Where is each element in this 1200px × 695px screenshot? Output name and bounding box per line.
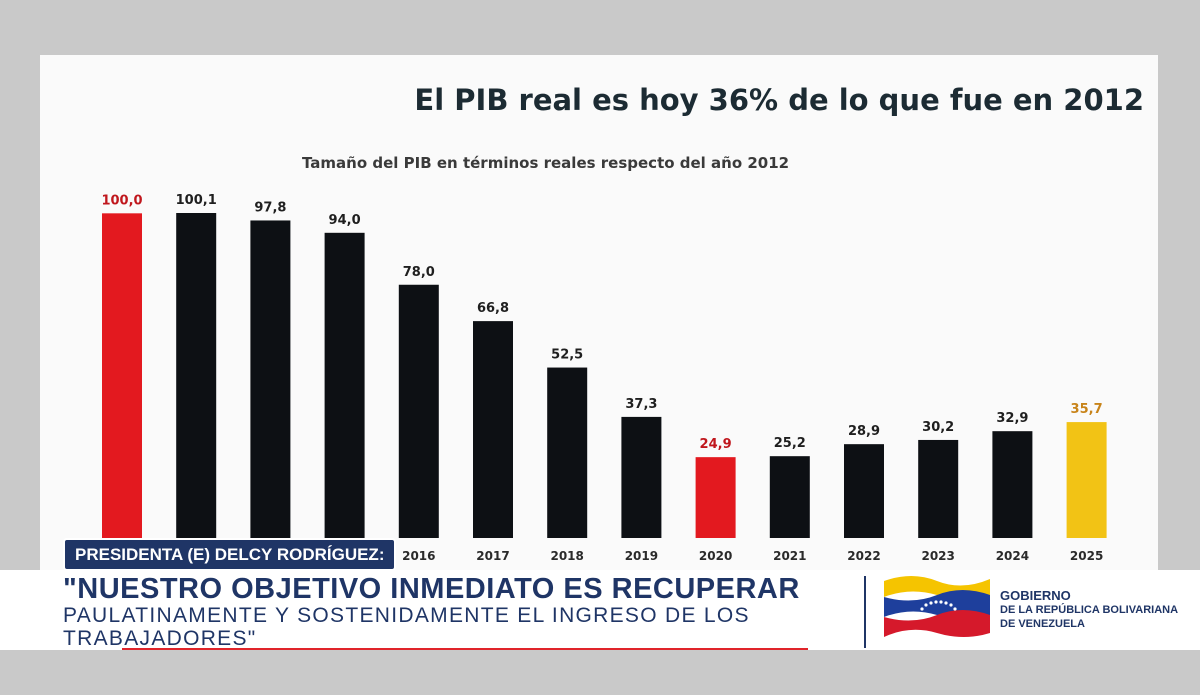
bar-2014 [250, 220, 291, 538]
value-label-2015: 94,0 [329, 213, 361, 228]
tick-label-2021: 2021 [773, 549, 806, 563]
bar-2019 [621, 416, 662, 538]
bar-2016 [398, 284, 439, 538]
government-title: GOBIERNO [1000, 588, 1071, 603]
value-label-2016: 78,0 [403, 265, 435, 280]
value-label-2014: 97,8 [254, 200, 286, 215]
tick-label-2019: 2019 [625, 549, 658, 563]
bar-2018 [547, 367, 588, 538]
lower-third-divider [864, 576, 866, 648]
value-label-2013: 100,1 [176, 193, 217, 208]
value-label-2024: 32,9 [996, 411, 1028, 426]
bar-2015 [324, 232, 365, 539]
quote-underline [122, 648, 808, 650]
chart-slide: El PIB real es hoy 36% de lo que fue en … [40, 55, 1158, 575]
bar-2013 [176, 213, 217, 538]
tick-label-2024: 2024 [996, 549, 1029, 563]
value-label-2017: 66,8 [477, 301, 509, 316]
bar-chart: 100,0 100,1 97,8 94,0 78,0 2016 66,8 2017 52,5 20… [101, 193, 1107, 563]
speaker-tag: PRESIDENTA (E) DELCY RODRÍGUEZ: [63, 538, 397, 571]
chart-title: Tamaño del PIB en términos reales respec… [302, 154, 790, 172]
bar-2020 [695, 457, 736, 538]
value-label-2012: 100,0 [101, 193, 142, 208]
value-label-2019: 37,3 [625, 397, 657, 412]
government-country: DE VENEZUELA [1000, 618, 1085, 630]
slide-title: El PIB real es hoy 36% de lo que fue en … [414, 83, 1144, 117]
bar-2012 [102, 213, 142, 538]
value-label-2018: 52,5 [551, 348, 583, 363]
bar-2022 [844, 444, 884, 538]
tick-label-2017: 2017 [476, 549, 509, 563]
government-subtitle: DE LA REPÚBLICA BOLIVARIANA [1000, 604, 1179, 616]
bar-2023 [918, 439, 959, 538]
quote-continuation: PAULATINAMENTE Y SOSTENIDAMENTE EL INGRE… [63, 604, 750, 650]
value-label-2022: 28,9 [848, 424, 880, 439]
tick-label-2018: 2018 [550, 549, 583, 563]
bar-2025 [1066, 422, 1107, 538]
value-label-2021: 25,2 [774, 436, 806, 451]
value-label-2023: 30,2 [922, 420, 954, 435]
bar-2017 [473, 321, 513, 538]
tick-label-2022: 2022 [847, 549, 880, 563]
venezuela-flag-icon [884, 576, 990, 637]
tick-label-2023: 2023 [921, 549, 954, 563]
tick-label-2016: 2016 [402, 549, 435, 563]
bar-2021 [769, 456, 810, 538]
bar-2024 [992, 431, 1033, 538]
news-lower-third [0, 570, 1200, 650]
value-label-2025: 35,7 [1071, 402, 1103, 417]
tick-label-2020: 2020 [699, 549, 732, 563]
tick-label-2025: 2025 [1070, 549, 1103, 563]
value-label-2020: 24,9 [700, 437, 732, 452]
quote-headline: "NUESTRO OBJETIVO INMEDIATO ES RECUPERAR [63, 573, 800, 605]
bottom-band [0, 650, 1200, 695]
